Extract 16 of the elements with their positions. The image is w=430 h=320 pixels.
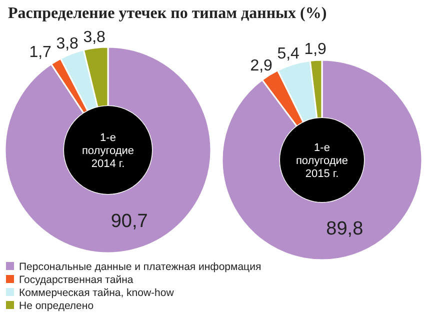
text: 1-е полугодие 2014 г. [82, 132, 134, 170]
data-label: 3,8 [83, 28, 106, 46]
text: 1-е полугодие 2015 г. [296, 142, 348, 180]
data-label: 89,8 [326, 218, 364, 240]
donut-slice [221, 59, 423, 261]
data-label: 1,7 [29, 44, 52, 61]
legend-label: Государственная тайна [19, 274, 134, 286]
legend-label: Не определено [19, 300, 94, 312]
data-label: 90,7 [110, 211, 148, 232]
data-label: 1,9 [304, 41, 327, 58]
data-label: 3,8 [56, 35, 79, 52]
chart-title: Распределение утечек по типам данных (%) [8, 5, 327, 22]
data-label: 2,9 [250, 58, 273, 75]
data-label: 5,4 [277, 46, 300, 63]
legend-label: Персональные данные и платежная информация [19, 261, 262, 273]
legend-label: Коммерческая тайна, know-how [19, 287, 174, 299]
